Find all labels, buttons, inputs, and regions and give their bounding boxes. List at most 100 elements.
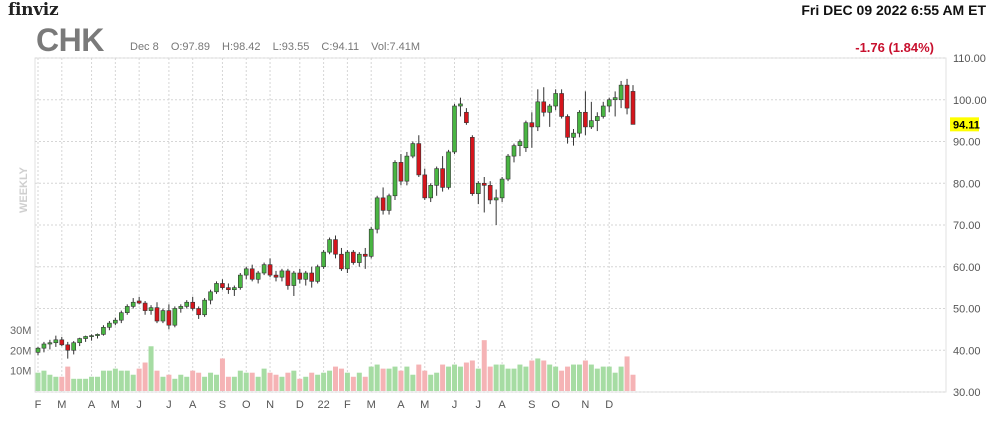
- volume-bar: [404, 366, 410, 391]
- volume-bar: [190, 370, 196, 391]
- volume-bar: [100, 370, 106, 391]
- candle-up: [107, 322, 112, 328]
- volume-bar: [285, 372, 291, 391]
- candle-up: [35, 347, 41, 353]
- volume-bar: [517, 364, 523, 391]
- volume-bar: [630, 374, 636, 391]
- volume-bar: [422, 370, 428, 391]
- volume-bar: [576, 364, 582, 391]
- volume-bar: [130, 374, 136, 391]
- volume-bar: [208, 372, 214, 391]
- candle-up: [113, 319, 118, 324]
- volume-bar: [481, 340, 487, 391]
- candle-up: [160, 310, 166, 322]
- candle-up: [202, 299, 207, 316]
- volume-bar: [291, 370, 297, 391]
- candle-down: [422, 174, 428, 199]
- y-tick-label: 100.00: [953, 95, 987, 107]
- volume-bar: [273, 374, 279, 391]
- candle-down: [380, 197, 386, 211]
- volume-bar: [106, 370, 112, 391]
- volume-bar: [559, 370, 565, 391]
- datetime-label: Fri DEC 09 2022 6:55 AM ET: [801, 2, 986, 18]
- candle-up: [71, 342, 76, 351]
- candle-up: [517, 141, 523, 146]
- candle-up: [535, 101, 541, 128]
- ticker-symbol: CHK: [36, 22, 104, 58]
- candle-up: [214, 283, 219, 293]
- y-tick-label: 30.00: [953, 387, 981, 399]
- candle-down: [309, 272, 315, 282]
- volume-tick-label: 30M: [10, 325, 31, 337]
- volume-bar: [124, 370, 130, 391]
- candle-up: [95, 334, 100, 336]
- x-tick-label: O: [242, 399, 251, 411]
- volume-bar: [541, 360, 547, 391]
- volume-bar: [529, 360, 535, 391]
- candle-up: [612, 97, 618, 101]
- volume-bar: [219, 358, 225, 391]
- volume-bar: [374, 364, 380, 391]
- candle-down: [220, 283, 225, 288]
- volume-bar: [338, 368, 344, 391]
- x-tick-label: F: [35, 399, 42, 411]
- volume-bar: [166, 374, 172, 391]
- candle-up: [279, 270, 285, 278]
- candle-up: [571, 132, 576, 138]
- y-tick-label: 40.00: [953, 345, 981, 357]
- candle-up: [428, 185, 434, 199]
- x-tick-label: O: [551, 399, 560, 411]
- candle-down: [529, 122, 535, 128]
- volume-bar: [53, 376, 59, 391]
- volume-bar: [321, 372, 327, 391]
- candle-up: [606, 99, 612, 107]
- volume-bar: [344, 372, 350, 391]
- candle-down: [333, 239, 338, 255]
- x-tick-label: S: [528, 399, 535, 411]
- candle-up: [434, 168, 439, 186]
- volume-bar: [202, 376, 208, 391]
- volume-bar: [255, 376, 261, 391]
- volume-bar: [160, 376, 166, 391]
- candle-down: [339, 253, 344, 270]
- volume-bar: [118, 370, 124, 391]
- candle-up: [374, 197, 380, 230]
- candle-down: [136, 300, 142, 304]
- volume-bar: [553, 366, 559, 391]
- x-tick-label: J: [476, 399, 482, 411]
- volume-bar: [368, 366, 374, 391]
- candle-down: [351, 251, 356, 263]
- y-tick-label: 60.00: [953, 262, 981, 274]
- volume-bar: [618, 366, 624, 391]
- volume-bar: [606, 366, 612, 391]
- candle-up: [41, 343, 47, 349]
- volume-bar: [624, 356, 630, 391]
- candle-up: [553, 93, 558, 107]
- finviz-logo[interactable]: finviz: [8, 0, 59, 20]
- volume-bar: [416, 364, 422, 391]
- volume-bar: [89, 376, 95, 391]
- volume-bar: [547, 364, 553, 391]
- volume-bar: [362, 376, 368, 391]
- volume-bar: [398, 370, 404, 391]
- candle-up: [356, 253, 362, 263]
- volume-bar: [446, 366, 452, 391]
- volume-bar: [327, 370, 333, 391]
- candle-up: [345, 251, 350, 270]
- open-value: O:97.89: [170, 41, 210, 53]
- period-label: WEEKLY: [18, 166, 30, 213]
- low-value: L:93.55: [272, 41, 310, 53]
- candle-up: [291, 272, 297, 286]
- candle-down: [624, 84, 630, 109]
- candle-up: [404, 155, 410, 182]
- volume-bar: [463, 362, 469, 391]
- candle-up: [327, 239, 332, 253]
- candle-down: [362, 253, 368, 257]
- x-tick-label: J: [136, 399, 142, 411]
- y-tick-label: 50.00: [953, 304, 981, 316]
- candle-down: [470, 137, 475, 194]
- volume-bar: [214, 374, 219, 391]
- volume-bar: [452, 364, 457, 391]
- x-tick-label: J: [166, 399, 172, 411]
